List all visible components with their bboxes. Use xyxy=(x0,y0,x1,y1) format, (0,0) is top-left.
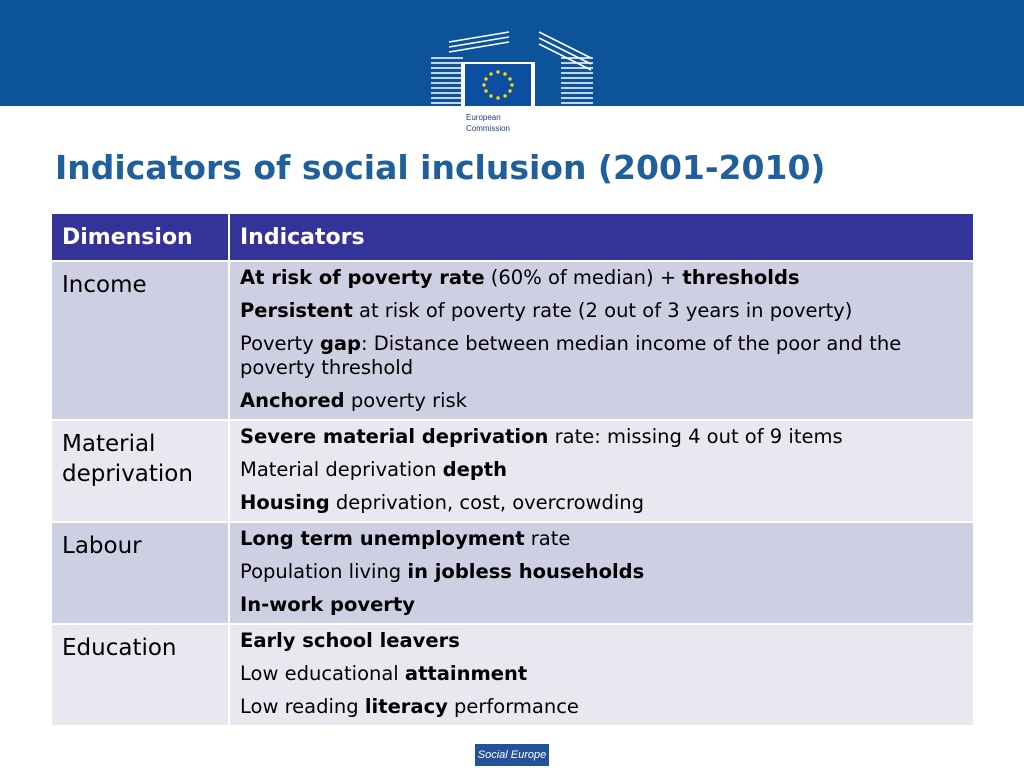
table-row: Labour Long term unemployment rate Populat… xyxy=(52,521,973,624)
indicator-text: Material deprivation xyxy=(240,458,443,481)
indicator-text: performance xyxy=(447,695,579,718)
indicator-line: Population living in jobless households xyxy=(240,560,963,584)
indicator-line: Material deprivation depth xyxy=(240,458,963,482)
european-commission-logo: European Commission xyxy=(431,31,593,142)
indicator-bold-text: in jobless households xyxy=(407,560,645,583)
indicators-table: Dimension Indicators Income At risk of po… xyxy=(52,214,973,725)
logo-text-commission: Commission xyxy=(466,124,510,133)
indicator-line: At risk of poverty rate (60% of median) … xyxy=(240,266,963,290)
indicator-bold-text: gap xyxy=(319,332,362,355)
indicator-bold-text: Anchored xyxy=(240,389,345,412)
indicator-text: Poverty xyxy=(240,332,320,355)
indicator-bold-text: Long term unemployment xyxy=(240,527,525,550)
indicator-bold-text: Persistent xyxy=(240,299,353,322)
dimension-cell: Income xyxy=(52,260,230,420)
table-row: Material deprivation Severe material depr… xyxy=(52,419,973,522)
indicator-line: Low educational attainment xyxy=(240,662,963,686)
indicator-line: In-work poverty xyxy=(240,593,963,617)
indicator-bold-text: Severe material deprivation xyxy=(240,425,549,448)
indicator-text: : Distance between median income of the … xyxy=(240,332,902,379)
indicators-cell: Early school leavers Low educational atta… xyxy=(229,623,973,725)
indicator-line: Long term unemployment rate xyxy=(240,527,963,551)
indicator-text: Low educational xyxy=(240,662,405,685)
indicator-bold-text: attainment xyxy=(404,662,528,685)
indicator-bold-text: literacy xyxy=(364,695,448,718)
indicator-text: Population living xyxy=(240,560,408,583)
dimension-cell: Education xyxy=(52,623,230,725)
indicators-cell: At risk of poverty rate (60% of median) … xyxy=(229,260,973,420)
indicator-bold-text: depth xyxy=(442,458,508,481)
indicator-bold-text: Housing xyxy=(240,491,330,514)
indicators-cell: Long term unemployment rate Population li… xyxy=(229,521,973,624)
indicator-line: Low reading literacy performance xyxy=(240,695,963,719)
indicator-text: at risk of poverty rate (2 out of 3 year… xyxy=(352,299,853,322)
building-lines-right xyxy=(538,31,593,104)
indicator-bold-text: In-work poverty xyxy=(240,593,415,616)
indicator-line: Severe material deprivation rate: missin… xyxy=(240,425,963,449)
dimension-cell: Material deprivation xyxy=(52,419,230,522)
social-europe-badge: Social Europe xyxy=(475,744,549,766)
indicator-text: Low reading xyxy=(240,695,365,718)
indicator-text: deprivation, cost, overcrowding xyxy=(329,491,644,514)
table-header-row: Dimension Indicators xyxy=(52,214,973,261)
indicator-line: Poverty gap: Distance between median inc… xyxy=(240,332,963,380)
indicator-bold-text: thresholds xyxy=(682,266,800,289)
indicator-bold-text: At risk of poverty rate xyxy=(240,266,485,289)
indicator-line: Housing deprivation, cost, overcrowding xyxy=(240,491,963,515)
header-indicators: Indicators xyxy=(229,214,973,261)
table-row: Income At risk of poverty rate (60% of me… xyxy=(52,260,973,420)
building-lines-left xyxy=(431,31,510,104)
indicator-text: poverty risk xyxy=(344,389,467,412)
dimension-cell: Labour xyxy=(52,521,230,624)
indicator-text: (60% of median) + xyxy=(484,266,683,289)
slide-title: Indicators of social inclusion (2001-201… xyxy=(55,148,826,187)
social-europe-label: Social Europe xyxy=(477,749,547,761)
indicators-cell: Severe material deprivation rate: missin… xyxy=(229,419,973,522)
header-dimension: Dimension xyxy=(52,214,230,261)
indicator-line: Early school leavers xyxy=(240,629,963,653)
eu-stars xyxy=(482,70,514,100)
indicator-text: rate: missing 4 out of 9 items xyxy=(548,425,843,448)
indicator-line: Anchored poverty risk xyxy=(240,389,963,413)
logo-text-european: European xyxy=(466,113,501,122)
indicator-bold-text: Early school leavers xyxy=(240,629,460,652)
indicator-text: rate xyxy=(524,527,571,550)
table-row: Education Early school leavers Low educati… xyxy=(52,623,973,725)
table-body: Income At risk of poverty rate (60% of me… xyxy=(52,260,973,725)
indicator-line: Persistent at risk of poverty rate (2 ou… xyxy=(240,299,963,323)
